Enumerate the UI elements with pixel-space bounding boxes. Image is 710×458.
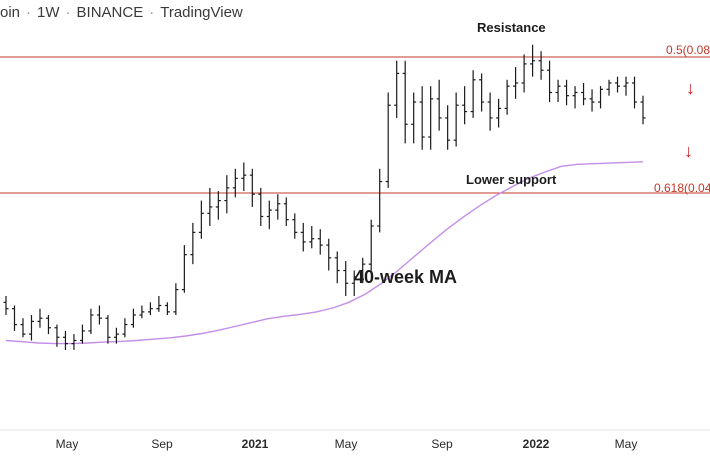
ohlc-bar (479, 73, 485, 112)
ohlc-bar (394, 60, 400, 118)
ohlc-bar (266, 200, 272, 230)
ohlc-bar (445, 105, 451, 150)
ohlc-bar (615, 76, 621, 93)
ohlc-bar (198, 200, 204, 239)
x-tick-label: May (614, 437, 638, 451)
ohlc-bar (368, 219, 374, 271)
ohlc-bar (139, 305, 145, 319)
x-tick-label: 2021 (241, 437, 269, 451)
ohlc-bar (377, 168, 383, 233)
ohlc-bar (88, 308, 94, 335)
ohlc-bar (249, 168, 255, 207)
ohlc-bar (513, 67, 519, 99)
ohlc-bar (215, 191, 221, 220)
down-arrow-icon: ↓ (684, 141, 693, 161)
ohlc-bar (164, 302, 170, 316)
ohlc-bar (54, 324, 60, 347)
symbol-label: oin (0, 4, 21, 21)
resistance-annotation: Resistance (477, 20, 546, 35)
ohlc-bar (402, 60, 408, 144)
ohlc-bar (496, 98, 502, 128)
ohlc-bar (105, 315, 111, 344)
ohlc-bar (156, 295, 162, 312)
ohlc-bar (564, 79, 570, 106)
ohlc-bar (487, 92, 493, 131)
level-label-0-618: 0.618(0.04 (654, 181, 710, 195)
ohlc-bar (462, 86, 468, 125)
ohlc-bar (351, 270, 357, 296)
ohlc-bar (71, 334, 77, 350)
ohlc-bar (623, 76, 629, 96)
ohlc-bar (334, 251, 340, 284)
ohlc-bar (130, 308, 136, 328)
ohlc-bar (20, 318, 26, 338)
ohlc-bar (292, 213, 298, 239)
ohlc-bar (598, 86, 604, 109)
ohlc-bar (385, 92, 391, 188)
chart-header: oin · 1W · BINANCE · TradingView (0, 4, 243, 21)
ohlc-bar (504, 79, 510, 115)
ohlc-bar (436, 79, 442, 131)
x-tick-label: 2022 (522, 437, 550, 451)
ohlc-bar (232, 168, 238, 198)
level-label-0-5: 0.5(0.08 (666, 43, 710, 57)
ohlc-bar (606, 79, 612, 96)
x-tick-label: May (334, 437, 358, 451)
ohlc-bar (37, 308, 43, 328)
ma-annotation: 40-week MA (354, 267, 458, 287)
lower-support-annotation: Lower support (466, 172, 557, 187)
ohlc-bar (360, 257, 366, 284)
ohlc-bar (632, 76, 638, 109)
ohlc-bar (181, 245, 187, 293)
ohlc-bar (275, 194, 281, 220)
ohlc-bar (640, 95, 646, 125)
ohlc-bar (581, 82, 587, 106)
ohlc-bar (428, 86, 434, 150)
ohlc-bar (258, 187, 264, 227)
ohlc-bar (224, 175, 230, 214)
ohlc-bar (122, 318, 128, 338)
ohlc-bar (190, 222, 196, 265)
moving-average-line (5, 161, 644, 345)
ohlc-bar (343, 260, 349, 296)
source-label: TradingView (160, 4, 243, 21)
ohlc-bar (28, 315, 34, 341)
interval-label: 1W (37, 4, 60, 21)
ohlc-bar (79, 324, 85, 344)
ohlc-bar (572, 86, 578, 109)
x-tick-label: Sep (151, 437, 173, 451)
ohlc-bar (113, 327, 119, 344)
ohlc-bar (411, 92, 417, 144)
exchange-label: BINANCE (76, 4, 144, 21)
x-tick-label: Sep (431, 437, 453, 451)
ohlc-bar (470, 70, 476, 118)
ohlc-bar (530, 44, 536, 77)
ohlc-bar (207, 187, 213, 227)
ohlc-bar (45, 315, 51, 335)
ohlc-bar (300, 222, 306, 252)
down-arrow-icon: ↓ (686, 78, 695, 98)
ohlc-bar (173, 283, 179, 316)
ohlc-bar (283, 197, 289, 227)
ohlc-bar (317, 229, 323, 255)
ohlc-bar (241, 162, 247, 192)
ohlc-bar (11, 305, 17, 331)
ohlc-bar (555, 79, 561, 103)
ohlc-bar (3, 295, 9, 316)
ohlc-bar (96, 305, 102, 325)
ohlc-bar (147, 302, 153, 316)
ohlc-bar (547, 60, 553, 103)
ohlc-bar (309, 226, 315, 249)
ohlc-bar (419, 86, 425, 150)
ohlc-bar (326, 238, 332, 271)
ohlc-bar (538, 51, 544, 80)
ohlc-bar (589, 89, 595, 112)
ohlc-bar (62, 330, 68, 350)
x-tick-label: May (55, 437, 79, 451)
ohlc-bar (453, 92, 459, 147)
ohlc-bar (521, 54, 527, 93)
